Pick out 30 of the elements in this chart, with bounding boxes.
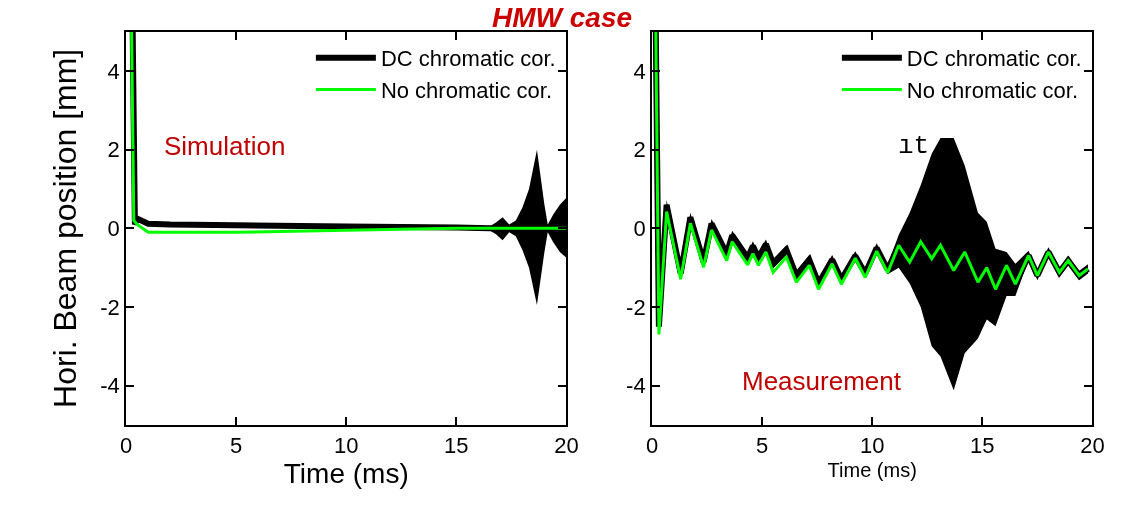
y-tick-label: -4 [626,373,646,399]
annotation: Measurement [742,366,902,396]
x-tick-label: 15 [444,433,469,459]
y-axis-title: Hori. Beam position [mm] [46,48,83,408]
annotation: Simulation [164,131,286,161]
legend-label: No chromatic cor. [380,78,553,104]
legend-label: DC chromatic cor. [380,46,556,72]
y-tick-label: -4 [100,373,120,399]
x-axis-title: Time (ms) [827,459,917,482]
x-tick-label: 20 [1080,433,1105,459]
x-tick-label: 20 [554,433,579,459]
x-tick-label: 15 [970,433,995,459]
y-tick-label: 2 [107,137,120,163]
y-tick-label: 0 [107,216,120,242]
x-tick-label: 5 [230,433,243,459]
x-tick-label: 10 [860,433,885,459]
x-axis-title: Time (ms) [283,458,409,490]
legend-label: No chromatic cor. [906,78,1079,104]
x-tick-label: 10 [334,433,359,459]
y-tick-label: 2 [633,137,646,163]
y-tick-label: 4 [107,58,120,84]
y-tick-label: -2 [626,294,646,320]
y-tick-label: 4 [633,58,646,84]
chart-title: HMW case [492,2,633,33]
y-tick-label: -2 [100,294,120,320]
y-tick-label: 0 [633,216,646,242]
line-series [654,31,1090,336]
legend-label: DC chromatic cor. [906,46,1082,72]
annotation: ıt [898,131,930,161]
x-tick-label: 5 [756,433,769,459]
